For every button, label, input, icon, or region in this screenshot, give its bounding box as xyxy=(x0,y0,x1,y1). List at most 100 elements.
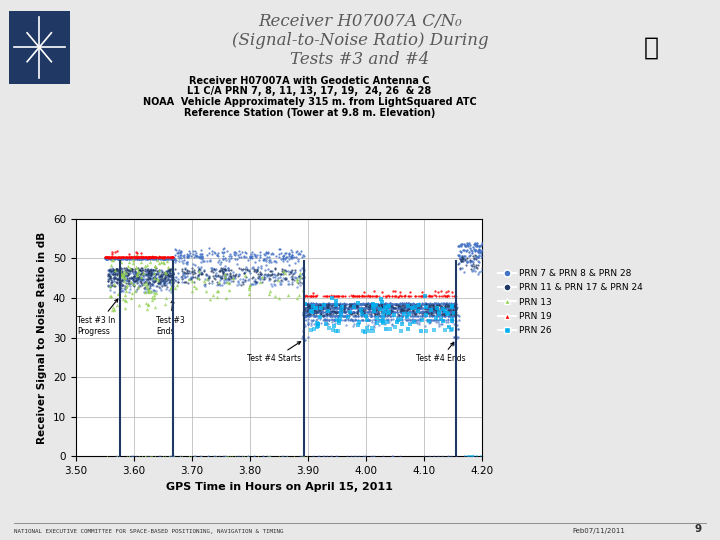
Point xyxy=(434,307,446,316)
Point xyxy=(356,300,368,309)
Point xyxy=(220,278,232,287)
Point xyxy=(332,312,343,320)
Point xyxy=(369,303,381,312)
Point xyxy=(286,253,297,262)
Point xyxy=(146,279,158,288)
Point xyxy=(312,303,324,312)
Point xyxy=(359,291,371,300)
Point xyxy=(133,254,145,263)
Point xyxy=(229,452,240,461)
Point xyxy=(427,307,438,316)
Point xyxy=(153,253,165,262)
Point xyxy=(158,253,170,262)
Point xyxy=(320,299,332,308)
Point xyxy=(335,306,346,314)
Point xyxy=(336,311,348,320)
Point xyxy=(220,269,232,278)
Point xyxy=(161,254,172,262)
Point xyxy=(124,253,135,262)
Point xyxy=(294,272,306,280)
Point xyxy=(211,280,222,289)
Point xyxy=(116,274,127,283)
Point xyxy=(411,303,423,312)
Point xyxy=(197,257,209,266)
Point xyxy=(349,300,361,308)
Point xyxy=(420,308,431,316)
Point xyxy=(211,268,222,277)
Point xyxy=(397,299,409,308)
Point xyxy=(282,291,294,300)
Point xyxy=(174,254,185,262)
Point xyxy=(372,311,384,320)
Point xyxy=(349,299,361,308)
Point xyxy=(130,272,141,280)
Point xyxy=(122,253,134,261)
Point xyxy=(154,252,166,261)
Point xyxy=(372,303,383,312)
Point xyxy=(329,316,341,325)
Point xyxy=(419,303,431,312)
Point xyxy=(150,269,161,278)
Point xyxy=(220,273,231,282)
Point xyxy=(240,253,252,261)
Point xyxy=(302,299,314,308)
Point xyxy=(184,275,195,284)
Point xyxy=(310,292,322,300)
Point xyxy=(402,325,413,334)
Point xyxy=(217,265,228,274)
Point xyxy=(166,271,178,279)
Point xyxy=(119,274,130,282)
Point xyxy=(177,269,189,278)
Point xyxy=(467,452,478,461)
Point xyxy=(125,452,137,461)
Point xyxy=(377,307,388,316)
Point xyxy=(248,276,260,285)
Point xyxy=(107,266,119,275)
Point xyxy=(343,305,354,314)
Point xyxy=(428,308,440,316)
Point xyxy=(121,271,132,279)
Point xyxy=(331,308,343,316)
Point xyxy=(212,258,223,266)
Point xyxy=(300,312,311,320)
Point xyxy=(138,287,150,296)
Point xyxy=(317,304,328,313)
Point xyxy=(148,254,160,262)
Point xyxy=(109,248,121,256)
Point xyxy=(288,253,300,261)
Point xyxy=(400,307,412,316)
Point xyxy=(308,306,320,314)
Point xyxy=(364,301,376,310)
Point xyxy=(121,281,132,289)
Point xyxy=(317,305,328,314)
Point xyxy=(300,313,311,321)
Point xyxy=(132,252,144,261)
Point xyxy=(181,250,193,259)
Point xyxy=(372,314,383,322)
Point xyxy=(220,451,232,460)
Point xyxy=(162,271,174,279)
Point xyxy=(404,303,415,312)
Point xyxy=(310,302,322,311)
Point xyxy=(365,300,377,308)
Point xyxy=(237,266,248,275)
Point xyxy=(428,304,440,313)
Point xyxy=(245,280,256,289)
Point xyxy=(416,300,428,308)
Point xyxy=(401,306,413,314)
Point xyxy=(320,312,332,320)
Point xyxy=(125,254,137,262)
Point xyxy=(251,278,263,286)
Point xyxy=(144,282,156,291)
Point xyxy=(292,283,303,292)
Point xyxy=(134,266,145,274)
Point xyxy=(441,303,452,312)
Point xyxy=(391,307,402,316)
Point xyxy=(292,249,304,258)
Point xyxy=(308,309,320,318)
Point xyxy=(406,304,418,313)
Point xyxy=(269,256,281,265)
Point xyxy=(106,281,117,290)
Point xyxy=(448,320,459,329)
Point xyxy=(105,292,117,300)
